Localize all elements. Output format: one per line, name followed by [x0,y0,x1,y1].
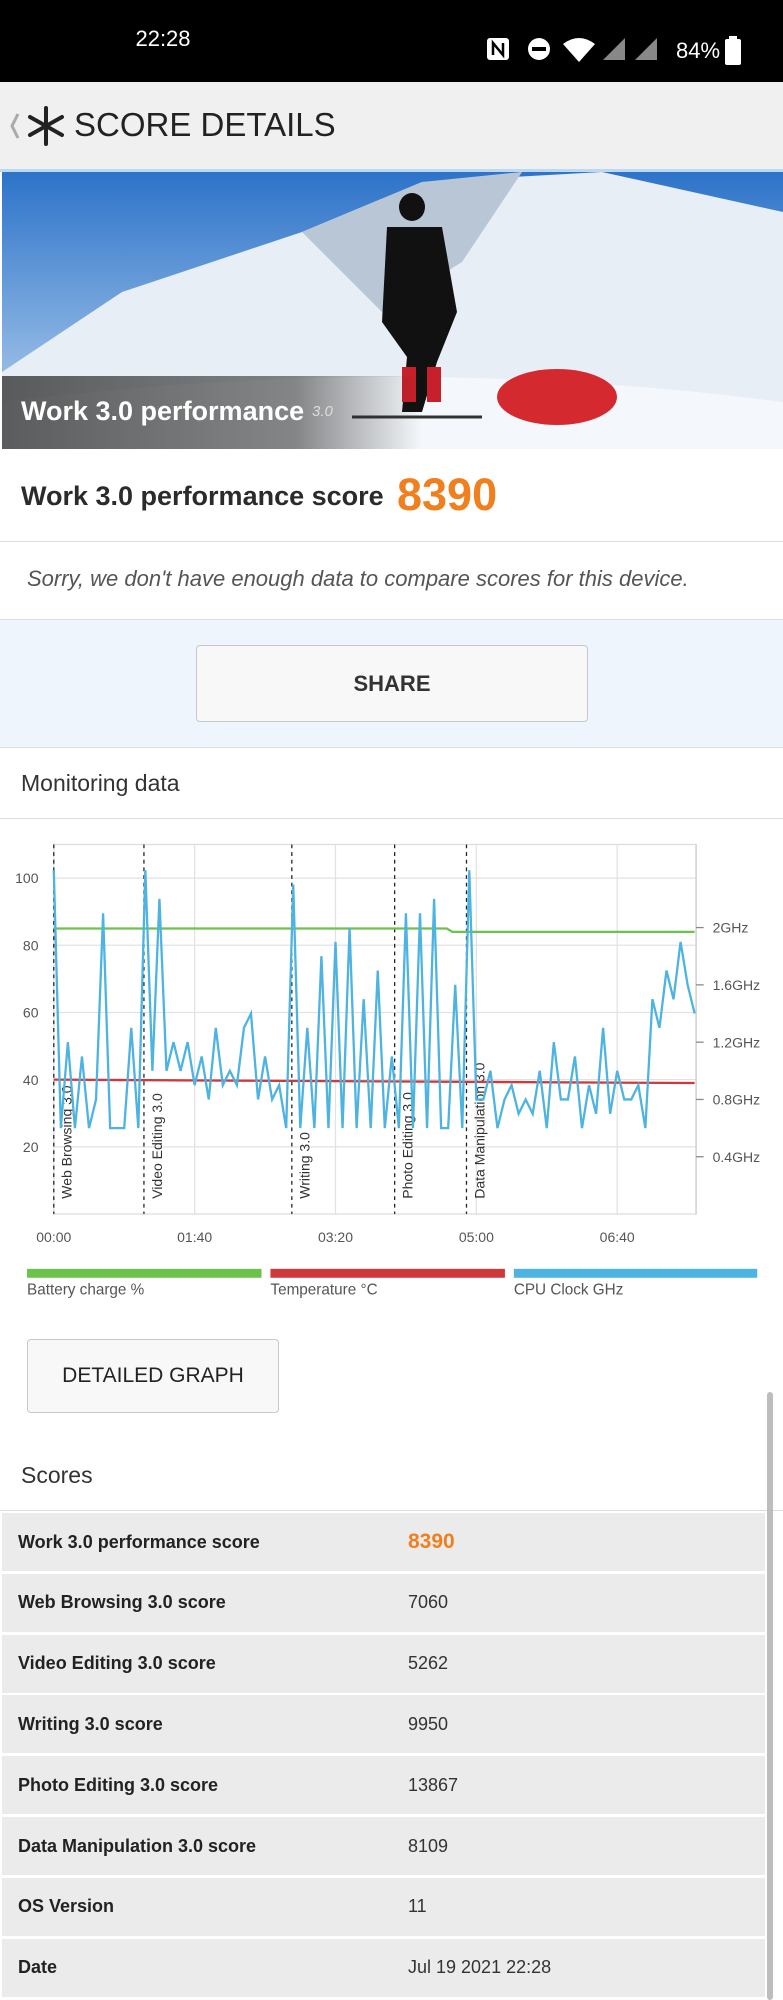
y-tick-label: 20 [23,1139,39,1155]
hero-image: Work 3.0 performance 3.0 [2,172,783,449]
row-label: Writing 3.0 score [18,1713,163,1734]
back-icon[interactable] [4,104,74,150]
battery-text: 84% [676,38,721,63]
y2-tick-label: 0.4GHz [713,1149,760,1165]
clock: 22:28 [135,26,191,51]
score-row: Work 3.0 performance score 8390 [0,449,783,542]
x-tick-label: 01:40 [177,1229,212,1245]
y-tick-label: 60 [23,1005,39,1021]
score-row: Data Manipulation 3.0 score 8109 [2,1817,765,1875]
legend-swatch [270,1268,505,1278]
scores-header: Scores [0,1440,783,1511]
x-tick-label: 05:00 [459,1229,494,1245]
y-tick-label: 100 [15,870,39,886]
score-value: 8390 [397,469,498,520]
series-line [52,870,696,1130]
row-label: OS Version [18,1896,115,1917]
row-value: Jul 19 2021 22:28 [408,1957,552,1978]
series-line [53,927,695,933]
monitoring-title: Monitoring data [21,770,180,796]
row-value: 13867 [408,1774,459,1795]
row-value: 8109 [408,1835,449,1856]
monitoring-chart: 20 40 60 80 100 00:00 01:40 03:20 05:00 06:40 0.4G… [15,843,760,1298]
status-bar: 22:28 84% [0,0,783,82]
score-row: Date Jul 19 2021 22:28 [2,1938,765,1997]
y2-tick-label: 2GHz [713,920,749,936]
x-tick-label: 06:40 [600,1229,635,1245]
share-area: SHARE [0,620,783,747]
scores-title: Scores [21,1462,93,1488]
score-row: Photo Editing 3.0 score 13867 [2,1756,765,1815]
row-label: Work 3.0 performance score [18,1531,260,1552]
notice-text: Sorry, we don't have enough data to comp… [27,566,689,591]
y-tick-label: 80 [23,937,39,953]
row-label: Data Manipulation 3.0 score [18,1835,257,1856]
row-label: Date [18,1957,58,1978]
monitoring-header: Monitoring data [0,747,783,819]
share-button[interactable]: SHARE [196,645,588,722]
row-value: 9950 [408,1713,449,1734]
x-tick-label: 00:00 [36,1229,71,1245]
row-value: 7060 [408,1592,449,1613]
y2-tick-label: 1.6GHz [713,977,760,993]
legend-label: CPU Clock GHz [514,1281,624,1298]
phase-label: Video Editing 3.0 [149,1093,165,1199]
legend-label: Battery charge % [27,1281,145,1298]
score-row: OS Version 11 [2,1877,765,1936]
y2-tick-label: 0.8GHz [713,1092,760,1108]
hero-title: Work 3.0 performance [21,396,305,426]
score-row: Video Editing 3.0 score 5262 [2,1634,765,1693]
phase-label: Photo Editing 3.0 [399,1092,415,1199]
row-value: 5262 [408,1653,449,1674]
row-label: Photo Editing 3.0 score [18,1774,219,1795]
row-value: 11 [408,1896,427,1917]
row-label: Video Editing 3.0 score [18,1653,216,1674]
score-row: Web Browsing 3.0 score 7060 [2,1573,765,1632]
detailed-graph-button[interactable]: DETAILED GRAPH [27,1339,279,1413]
notice-row: Sorry, we don't have enough data to comp… [0,542,783,620]
score-row: Writing 3.0 score 9950 [2,1695,765,1754]
y2-tick-label: 1.2GHz [713,1034,760,1050]
page-title: SCORE DETAILS [74,106,336,143]
score-row: Work 3.0 performance score 8390 [2,1513,765,1571]
phase-label: Writing 3.0 [297,1132,313,1199]
row-value: 8390 [408,1530,455,1553]
scrollbar [767,1392,773,2000]
status-icons [487,38,657,62]
x-tick-label: 03:20 [318,1229,353,1245]
series-line [53,1078,695,1085]
legend-swatch [513,1268,758,1278]
legend-label: Temperature °C [270,1281,377,1298]
hero-band: Work 3.0 performance 3.0 [2,376,422,449]
battery-icon [725,36,741,65]
row-label: Web Browsing 3.0 score [18,1592,226,1613]
y-tick-label: 40 [23,1072,39,1088]
legend-swatch [27,1268,262,1278]
app-header: SCORE DETAILS [0,82,783,172]
hero-version: 3.0 [312,403,333,420]
score-label: Work 3.0 performance score [21,481,384,511]
